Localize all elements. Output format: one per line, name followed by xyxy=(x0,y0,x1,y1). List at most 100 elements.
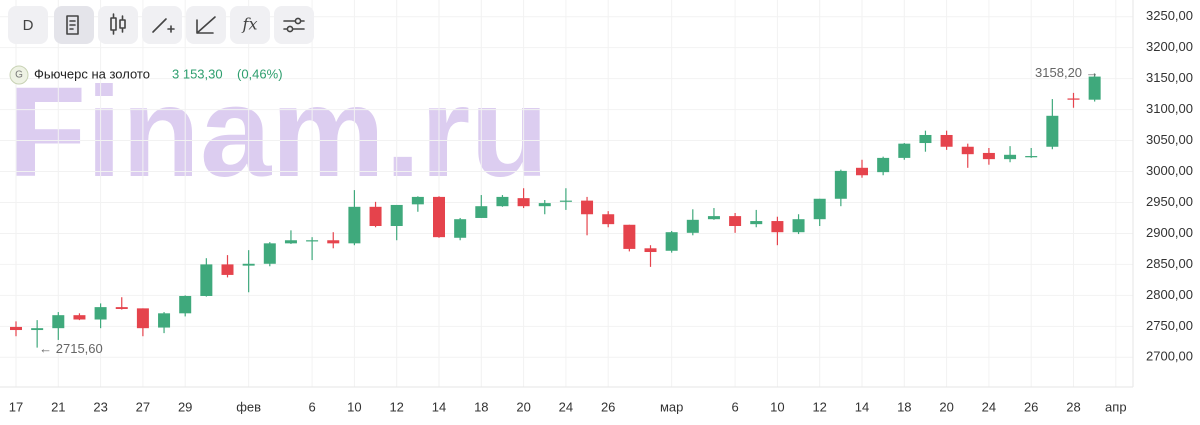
candle-body xyxy=(1088,76,1101,100)
candle-body xyxy=(856,167,868,176)
interval-button[interactable] xyxy=(8,6,48,44)
instrument-name: Фьючерс на золото xyxy=(34,66,150,81)
x-tick-label: 14 xyxy=(855,399,869,414)
candle-body xyxy=(10,326,22,331)
interval-label: D xyxy=(23,17,34,34)
x-tick-label: 29 xyxy=(178,399,192,414)
indicator-label: fx xyxy=(242,15,258,34)
candle-body xyxy=(411,196,424,205)
icon xyxy=(196,16,216,34)
x-tick-label: 24 xyxy=(559,399,573,414)
candle-body xyxy=(52,315,65,329)
candle-body xyxy=(982,152,995,160)
candle-body xyxy=(644,248,657,253)
candle-body xyxy=(496,196,509,207)
x-tick-label: 24 xyxy=(982,399,996,414)
icon xyxy=(152,18,175,33)
candle-body xyxy=(94,307,107,320)
candle-body xyxy=(961,146,974,155)
x-tick-label: 6 xyxy=(731,399,738,414)
candle-body xyxy=(284,240,297,244)
icon xyxy=(286,25,294,33)
x-tick-label: фев xyxy=(236,399,261,414)
x-tick-label: 14 xyxy=(432,399,446,414)
candle-body xyxy=(686,219,699,233)
y-tick-label: 3250,00 xyxy=(1146,8,1193,23)
candle-body xyxy=(73,315,86,320)
candle-body xyxy=(623,224,636,249)
candle-body xyxy=(348,206,361,244)
indicator-button[interactable] xyxy=(230,6,270,44)
y-tick-label: 3100,00 xyxy=(1146,101,1193,116)
x-tick-label: 12 xyxy=(812,399,826,414)
settings-button[interactable] xyxy=(274,6,314,44)
candle-body xyxy=(750,221,763,225)
candle-body xyxy=(919,134,932,144)
candle-body xyxy=(390,204,403,227)
candle-body xyxy=(454,219,467,238)
candle-button[interactable] xyxy=(98,6,138,44)
candle-body xyxy=(158,313,171,328)
x-tick-label: 23 xyxy=(93,399,107,414)
y-tick-label: 2700,00 xyxy=(1146,349,1193,364)
x-tick-label: 28 xyxy=(1066,399,1080,414)
candle-body xyxy=(834,170,847,199)
icon xyxy=(294,17,302,25)
instrument-icon xyxy=(9,65,29,85)
candle-body xyxy=(1004,154,1017,160)
candle-body xyxy=(327,240,340,244)
y-tick-label: 3050,00 xyxy=(1146,132,1193,147)
candle-body xyxy=(602,214,615,225)
x-tick-label: 27 xyxy=(136,399,150,414)
candle-body xyxy=(242,263,255,266)
candle-body xyxy=(792,219,805,233)
instrument-icon-label: G xyxy=(15,70,23,81)
candle-body xyxy=(898,143,911,158)
x-tick-label: 20 xyxy=(516,399,530,414)
candle-body xyxy=(729,216,742,227)
candle-body xyxy=(517,198,530,207)
candle-body xyxy=(813,198,826,220)
plot-area xyxy=(0,0,1133,387)
candle-body xyxy=(475,206,488,218)
candle-body xyxy=(306,240,319,242)
x-tick-label: 26 xyxy=(601,399,615,414)
y-tick-label: 3000,00 xyxy=(1146,163,1193,178)
x-tick-label: 21 xyxy=(51,399,65,414)
candle-body xyxy=(136,308,149,329)
y-tick-label: 2850,00 xyxy=(1146,256,1193,271)
candle-body xyxy=(433,196,445,238)
candle-body xyxy=(940,134,953,147)
y-tick-label: 2900,00 xyxy=(1146,225,1193,240)
low-label: ← 2715,60 xyxy=(39,341,103,356)
toolbar: D fx xyxy=(8,6,314,44)
x-tick-label: 12 xyxy=(389,399,403,414)
watermark: Finam.ru xyxy=(8,61,549,204)
x-tick-label: 18 xyxy=(474,399,488,414)
x-tick-label: 26 xyxy=(1024,399,1038,414)
draw-button[interactable] xyxy=(142,6,182,44)
instrument-change: (0,46%) xyxy=(237,66,283,81)
candle-body xyxy=(263,243,276,264)
candle-body xyxy=(771,221,784,233)
candle-body xyxy=(31,328,44,331)
y-tick-label: 3150,00 xyxy=(1146,70,1193,85)
high-label: 3158,20 → xyxy=(1035,65,1099,80)
x-tick-label: апр xyxy=(1105,399,1127,414)
candle-body xyxy=(221,264,234,275)
x-tick-label: 10 xyxy=(770,399,784,414)
y-tick-label: 2750,00 xyxy=(1146,318,1193,333)
x-tick-label: мар xyxy=(660,399,683,414)
icon xyxy=(66,15,79,35)
icon xyxy=(110,13,126,35)
x-tick-label: 10 xyxy=(347,399,361,414)
candle-body xyxy=(115,307,128,309)
candle-body xyxy=(538,203,551,207)
candle-body xyxy=(1067,98,1080,100)
x-tick-label: 18 xyxy=(897,399,911,414)
candle-body xyxy=(369,206,382,227)
candle-body xyxy=(707,216,720,220)
x-tick-label: 6 xyxy=(308,399,315,414)
candle-body xyxy=(200,264,213,296)
